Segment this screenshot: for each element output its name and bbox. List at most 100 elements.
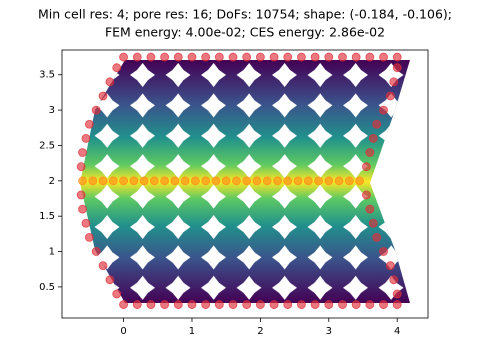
point (146, 300, 156, 309)
y-tick-label: 2.5 (39, 140, 55, 151)
point (324, 52, 334, 62)
point (160, 300, 170, 309)
point (273, 176, 282, 186)
point (338, 300, 347, 309)
point (297, 52, 306, 62)
point (88, 176, 98, 186)
point (297, 300, 306, 309)
point (84, 232, 94, 242)
point (269, 300, 279, 309)
point (379, 52, 388, 62)
point (365, 204, 375, 214)
point (262, 176, 272, 186)
point (191, 176, 200, 186)
point (211, 176, 221, 186)
point (146, 52, 156, 62)
point (160, 176, 170, 186)
point (232, 176, 241, 186)
point (119, 52, 128, 62)
chart-title: Min cell res: 4; pore res: 16; DoFs: 107… (38, 7, 452, 22)
point (201, 300, 211, 309)
x-tick-label: 1 (189, 326, 195, 337)
point (372, 119, 382, 129)
point (324, 176, 334, 186)
point (76, 162, 86, 172)
point (338, 52, 347, 62)
point (362, 162, 371, 172)
point (379, 300, 388, 309)
point (139, 176, 149, 186)
point (392, 300, 402, 309)
point (132, 300, 142, 309)
point (201, 176, 211, 186)
point (81, 218, 91, 228)
point (228, 300, 238, 309)
point (242, 52, 252, 62)
point (365, 52, 375, 62)
point (310, 300, 320, 309)
point (365, 148, 375, 157)
point (379, 247, 388, 256)
point (187, 52, 197, 62)
point (105, 275, 115, 285)
point (129, 176, 139, 186)
point (180, 176, 190, 186)
y-tick-label: 1 (49, 247, 55, 258)
point (379, 105, 388, 115)
point (78, 204, 87, 214)
point (173, 300, 183, 309)
point (132, 52, 142, 62)
point (355, 176, 364, 186)
point (389, 77, 399, 87)
x-tick-label: 3 (326, 326, 332, 337)
point (362, 190, 371, 200)
point (119, 176, 128, 186)
point (105, 77, 115, 87)
point (255, 300, 265, 309)
y-tick-label: 1.5 (39, 211, 55, 222)
point (310, 52, 320, 62)
y-tick-label: 2 (49, 176, 55, 187)
point (91, 105, 101, 115)
point (119, 300, 128, 309)
point (214, 300, 224, 309)
point (255, 52, 265, 62)
point (242, 300, 252, 309)
point (98, 176, 108, 186)
x-tick-label: 2 (257, 326, 263, 337)
point (242, 176, 252, 186)
point (269, 52, 279, 62)
x-tick-label: 4 (394, 326, 400, 337)
point (283, 176, 293, 186)
chart-subtitle: FEM energy: 4.00e-02; CES energy: 2.86e-… (105, 25, 385, 40)
point (368, 133, 378, 143)
point (81, 133, 91, 143)
point (78, 148, 87, 157)
point (389, 275, 399, 285)
point (372, 232, 382, 242)
point (84, 119, 94, 129)
point (392, 289, 402, 299)
point (214, 52, 224, 62)
point (160, 52, 170, 62)
point (334, 176, 344, 186)
x-tick-label: 0 (120, 326, 126, 337)
point (78, 176, 87, 186)
point (351, 52, 361, 62)
point (98, 261, 108, 271)
point (365, 300, 375, 309)
point (108, 176, 118, 186)
point (314, 176, 323, 186)
point (385, 261, 395, 271)
point (392, 52, 402, 62)
point (112, 289, 122, 299)
point (351, 300, 361, 309)
point (170, 176, 180, 186)
point (283, 52, 293, 62)
point (187, 300, 197, 309)
point (76, 190, 86, 200)
point (98, 91, 108, 101)
y-tick-label: 3 (49, 105, 55, 116)
point (221, 176, 231, 186)
